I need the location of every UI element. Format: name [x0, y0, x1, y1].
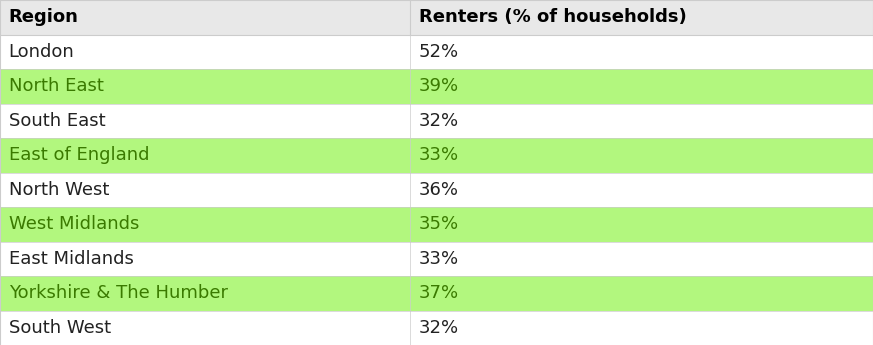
Text: 32%: 32%: [419, 319, 459, 337]
Text: East of England: East of England: [9, 146, 149, 164]
Bar: [0, 104, 873, 138]
Bar: [0, 34, 873, 69]
Text: Renters (% of households): Renters (% of households): [419, 8, 687, 26]
Bar: [0, 138, 873, 172]
Bar: [0, 69, 873, 104]
Bar: [0, 0, 873, 34]
Text: London: London: [9, 43, 74, 61]
Text: Yorkshire & The Humber: Yorkshire & The Humber: [9, 284, 228, 302]
Bar: [0, 207, 873, 242]
Text: North West: North West: [9, 181, 109, 199]
Text: West Midlands: West Midlands: [9, 215, 139, 233]
Bar: [0, 172, 873, 207]
Text: 39%: 39%: [419, 77, 459, 95]
Text: 32%: 32%: [419, 112, 459, 130]
Bar: [0, 241, 873, 276]
Text: 52%: 52%: [419, 43, 459, 61]
Bar: [0, 276, 873, 310]
Text: 35%: 35%: [419, 215, 459, 233]
Text: 37%: 37%: [419, 284, 459, 302]
Text: Region: Region: [9, 8, 79, 26]
Bar: [0, 310, 873, 345]
Text: East Midlands: East Midlands: [9, 250, 134, 268]
Text: South East: South East: [9, 112, 106, 130]
Text: North East: North East: [9, 77, 104, 95]
Text: South West: South West: [9, 319, 111, 337]
Text: 36%: 36%: [419, 181, 459, 199]
Text: 33%: 33%: [419, 250, 459, 268]
Text: 33%: 33%: [419, 146, 459, 164]
